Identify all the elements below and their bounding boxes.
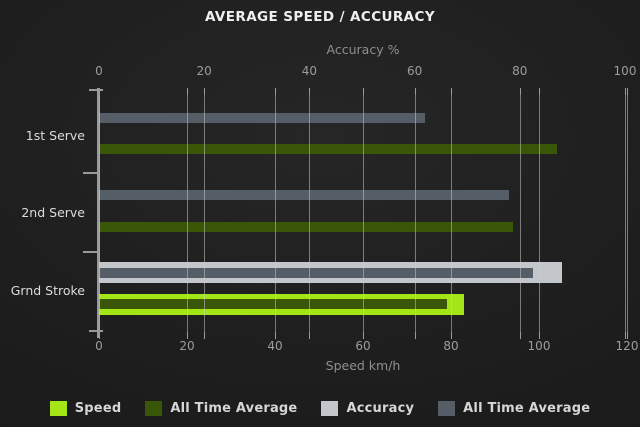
tickmark-bottom-80	[451, 88, 452, 95]
legend-label: All Time Average	[170, 400, 298, 416]
top-axis-label: Accuracy %	[326, 42, 400, 57]
category-separator-tick	[83, 172, 97, 174]
bottom-tick-label-0: 0	[95, 339, 103, 353]
legend-item-all-time-average-speed: All Time Average	[145, 400, 298, 416]
tickmark-top-100	[625, 332, 626, 339]
category-label-grnd-stroke: Grnd Stroke	[10, 282, 85, 298]
tickmark-bottom-40	[275, 332, 276, 339]
tickmark-bottom-40	[275, 88, 276, 95]
category-separator-tick	[89, 89, 103, 91]
top-tick-label-100: 100	[613, 64, 637, 78]
tickmark-bottom-100	[539, 332, 540, 339]
gridline-top-100	[625, 93, 626, 332]
tickmark-top-20	[204, 332, 206, 339]
top-tick-label-60: 60	[406, 64, 423, 78]
bar-all-time-average-accuracy-2nd-serve	[99, 190, 510, 200]
legend-label: All Time Average	[463, 400, 591, 416]
bottom-tick-label-40: 40	[267, 339, 283, 353]
legend-swatch-accuracy-average	[438, 400, 456, 416]
tickmark-bottom-120	[627, 88, 628, 95]
gridline-top-40	[309, 93, 311, 332]
legend-label: Speed	[74, 400, 122, 416]
legend-item-speed-speed: Speed	[49, 400, 122, 416]
gridline-top-20	[204, 93, 206, 332]
bottom-tick-label-60: 60	[355, 339, 371, 353]
bar-all-time-average-accuracy-1st-serve	[99, 112, 426, 123]
tickmark-bottom-0	[99, 88, 100, 95]
chart-title: AVERAGE SPEED / ACCURACY	[205, 9, 435, 25]
legend-swatch-speed-average	[145, 400, 163, 416]
top-tick-label-20: 20	[196, 64, 212, 78]
gridline-bottom-80	[451, 93, 452, 332]
legend-swatch-speed-current	[49, 400, 67, 416]
bar-all-time-average-speed-2nd-serve	[99, 221, 513, 232]
bottom-tick-label-20: 20	[179, 339, 195, 353]
gridline-bottom-100	[539, 93, 540, 332]
bottom-tick-label-80: 80	[443, 339, 459, 353]
tickmark-top-80	[519, 332, 521, 339]
bottom-axis-label: Speed km/h	[325, 358, 401, 373]
tickmark-top-60	[414, 88, 416, 95]
tickmark-top-100	[625, 88, 626, 95]
gridline-bottom-0	[99, 93, 100, 332]
tickmark-bottom-120	[627, 332, 628, 339]
gridline-bottom-120	[627, 93, 628, 332]
legend-swatch-accuracy-current	[321, 400, 339, 416]
gridline-bottom-20	[187, 93, 188, 332]
legend-item-all-time-average-accuracy: All Time Average	[438, 400, 591, 416]
tickmark-top-20	[204, 88, 206, 95]
category-label-1st-serve: 1st Serve	[25, 127, 85, 143]
tickmark-bottom-80	[451, 332, 452, 339]
tickmark-top-40	[309, 88, 311, 95]
gridline-bottom-60	[363, 93, 364, 332]
bottom-tick-label-100: 100	[527, 339, 551, 353]
legend-item-accuracy-accuracy: Accuracy	[321, 400, 415, 416]
top-tick-label-40: 40	[301, 64, 318, 78]
category-label-2nd-serve: 2nd Serve	[21, 205, 85, 220]
bottom-tick-label-120: 120	[615, 339, 639, 353]
tickmark-bottom-0	[99, 332, 100, 339]
y-axis-spine	[97, 88, 99, 338]
gridline-top-60	[414, 93, 416, 332]
category-separator-tick	[83, 251, 97, 253]
top-tick-label-80: 80	[512, 64, 528, 78]
top-tick-label-0: 0	[95, 64, 103, 78]
legend: Speed All Time Average Accuracy All Time Av…	[0, 396, 640, 420]
tickmark-bottom-60	[363, 332, 364, 339]
bar-all-time-average-speed-grnd-stroke	[99, 299, 447, 309]
bar-all-time-average-accuracy-grnd-stroke	[99, 267, 533, 278]
tickmark-top-80	[519, 88, 521, 95]
tickmark-top-40	[309, 332, 311, 339]
tickmark-bottom-60	[363, 88, 364, 95]
category-separator-tick	[89, 330, 103, 332]
gridline-top-80	[519, 93, 521, 332]
gridline-bottom-40	[275, 93, 276, 332]
tickmark-bottom-20	[187, 332, 188, 339]
bar-all-time-average-speed-1st-serve	[99, 144, 557, 154]
tickmark-top-60	[414, 332, 416, 339]
tickmark-bottom-20	[187, 88, 188, 95]
tickmark-bottom-100	[539, 88, 540, 95]
legend-label: Accuracy	[346, 400, 415, 416]
